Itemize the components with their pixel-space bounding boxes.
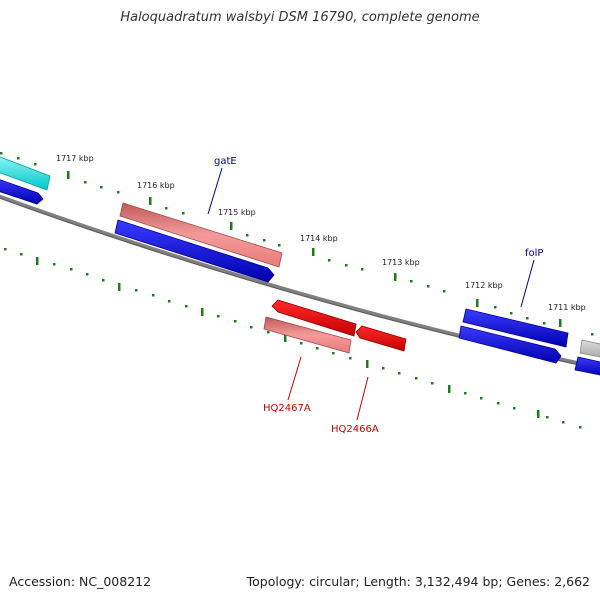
gene-label-folP[interactable]: folP [525,248,543,259]
tick-label-1717: 1717 kbp [56,154,94,163]
gray-feature[interactable] [579,339,600,358]
cds-folP-upper[interactable] [462,308,569,348]
folP-leader [520,259,535,308]
cyan-feature[interactable] [0,155,51,191]
cds-gatE[interactable] [114,219,275,283]
rna-hq2467a-arrow[interactable] [271,299,357,337]
inner-tick-track [4,248,582,429]
gene-label-hq2466a[interactable]: HQ2466A [331,424,379,435]
tick-label-1714: 1714 kbp [300,234,338,243]
blue-cds-left[interactable] [0,178,44,205]
gene-label-gatE[interactable]: gatE [214,156,237,167]
rna-feature-gatE[interactable] [119,202,283,268]
genome-summary-text: Topology: circular; Length: 3,132,494 bp… [246,574,590,589]
gene-label-hq2467a[interactable]: HQ2467A [263,403,311,414]
blue-cds-right[interactable] [574,356,600,376]
accession-text: Accession: NC_008212 [9,574,152,589]
tick-label-1715: 1715 kbp [218,208,256,217]
hq2466a-leader [356,376,369,421]
outer-tick-track [0,152,594,336]
tick-label-1716: 1716 kbp [137,181,175,190]
rna-hq2467a[interactable] [263,316,352,354]
page-title: Haloquadratum walsbyi DSM 16790, complet… [120,10,480,25]
rna-hq2466a[interactable] [355,325,407,352]
cds-folP[interactable] [458,325,562,364]
tick-label-1713: 1713 kbp [382,258,420,267]
tick-label-1711: 1711 kbp [548,303,586,312]
hq2467a-leader [287,356,302,401]
gatE-leader [207,167,223,215]
tick-label-1712: 1712 kbp [465,281,503,290]
